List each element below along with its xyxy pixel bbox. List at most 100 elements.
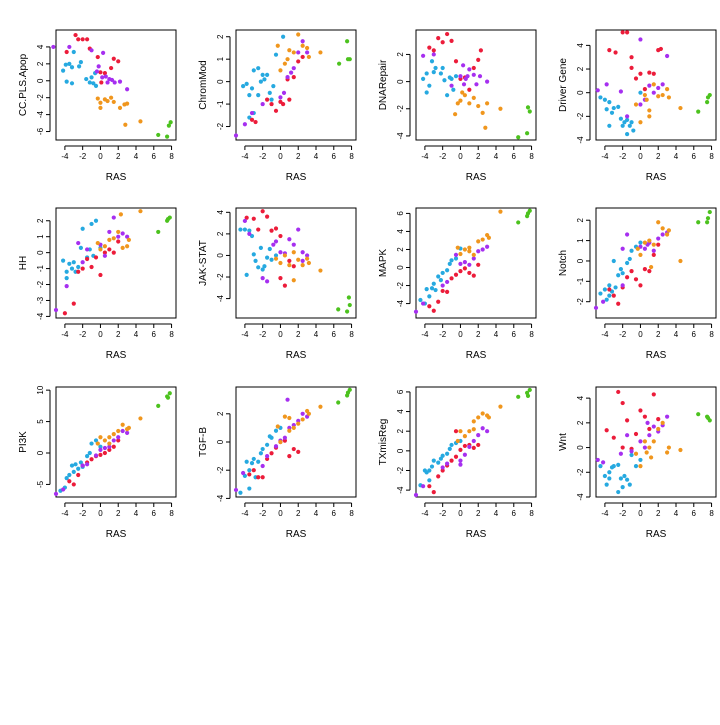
y-tick-label: -3	[36, 296, 45, 304]
scatter-point	[89, 457, 94, 462]
scatter-point	[602, 97, 607, 102]
scatter-point	[125, 234, 130, 239]
x-tick-label: 2	[116, 152, 121, 161]
scatter-point	[458, 462, 463, 467]
scatter-point	[431, 69, 436, 75]
scatter-point	[642, 240, 647, 245]
scatter-point	[291, 242, 296, 247]
scatter-point	[638, 283, 643, 288]
scatter-point	[647, 445, 652, 450]
scatter-point	[281, 90, 287, 95]
scatter-point	[116, 229, 121, 235]
y-axis-title: PI3K	[18, 431, 29, 453]
scatter-panel: -4 -2 0 2 4 6 8 -4 -2 0 2 4 RAS Driver Gene	[558, 29, 717, 183]
scatter-point	[291, 66, 296, 71]
y-axis-title: JAK-STAT	[198, 240, 209, 286]
scatter-point	[656, 236, 661, 241]
scatter-point	[431, 48, 436, 53]
y-tick-label: 2	[216, 411, 225, 416]
scatter-point	[269, 228, 274, 233]
scatter-panel: -4 -2 0 2 4 6 8 -6 -4 -2 0 2 4 RAS CC.PLS.Apop	[18, 29, 177, 183]
y-tick-label: -1	[216, 100, 225, 108]
scatter-point	[462, 452, 467, 457]
y-tick-label: 0	[396, 265, 405, 270]
scatter-point	[120, 428, 125, 434]
scatter-point	[296, 59, 301, 64]
scatter-point	[635, 246, 640, 251]
scatter-point	[291, 446, 296, 452]
scatter-point	[433, 287, 438, 293]
scatter-point	[109, 77, 115, 83]
scatter-point	[449, 38, 454, 43]
x-tick-label: 6	[512, 509, 517, 518]
scatter-point	[241, 470, 246, 476]
scatter-point	[660, 232, 665, 237]
y-tick-label: 10	[36, 385, 45, 394]
scatter-point	[102, 71, 107, 76]
x-tick-label: -4	[241, 509, 249, 518]
x-tick-label: 0	[278, 330, 283, 339]
scatter-point	[71, 469, 76, 474]
scatter-point	[467, 249, 472, 254]
scatter-point	[111, 250, 116, 255]
x-tick-label: 2	[476, 509, 481, 518]
scatter-point	[476, 103, 481, 109]
scatter-point	[460, 90, 465, 95]
scatter-point	[166, 123, 171, 128]
y-tick-label: -2	[216, 273, 225, 281]
scatter-point	[440, 468, 445, 473]
scatter-point	[647, 238, 652, 243]
scatter-point	[431, 489, 436, 495]
scatter-point	[421, 76, 426, 81]
scatter-point	[477, 74, 483, 79]
scatter-point	[642, 439, 647, 444]
scatter-point	[242, 218, 247, 224]
scatter-point	[67, 61, 72, 66]
scatter-point	[666, 95, 671, 100]
scatter-point	[476, 239, 481, 244]
scatter-point	[651, 252, 656, 257]
plot-frame	[55, 29, 177, 141]
scatter-point	[625, 114, 630, 119]
scatter-point	[111, 438, 116, 443]
scatter-point	[287, 48, 292, 53]
scatter-point	[604, 107, 609, 112]
scatter-point	[431, 308, 436, 313]
y-axis-title: MAPK	[378, 249, 389, 278]
scatter-point	[300, 263, 305, 268]
scatter-point	[465, 74, 470, 79]
y-tick-label: 1	[36, 234, 45, 239]
scatter-point	[269, 101, 274, 107]
scatter-point	[638, 120, 643, 125]
scatter-panel: -4 -2 0 2 4 6 8 -4 -2 0 2 RAS TGF-B	[198, 386, 357, 540]
scatter-point	[291, 425, 296, 430]
scatter-point	[282, 414, 287, 419]
scatter-point	[336, 400, 341, 405]
scatter-point	[633, 464, 639, 469]
y-axis-title: TGF-B	[198, 427, 209, 457]
scatter-point	[625, 260, 630, 266]
scatter-point	[233, 133, 239, 138]
scatter-point	[278, 275, 283, 281]
scatter-point	[107, 447, 112, 452]
scatter-point	[638, 457, 643, 463]
scatter-point	[107, 435, 112, 440]
scatter-point	[244, 459, 249, 464]
x-tick-label: 6	[512, 330, 517, 339]
y-tick-label: -2	[36, 280, 45, 288]
scatter-point	[165, 134, 170, 139]
scatter-point	[116, 428, 121, 434]
x-tick-label: 2	[116, 509, 121, 518]
scatter-point	[77, 64, 82, 69]
scatter-point	[678, 447, 683, 453]
scatter-point	[244, 272, 249, 277]
scatter-point	[604, 82, 609, 87]
scatter-point	[427, 468, 432, 473]
scatter-point	[438, 71, 443, 76]
scatter-point	[458, 269, 463, 274]
scatter-point	[71, 260, 76, 265]
scatter-point	[260, 209, 265, 214]
scatter-point	[99, 80, 104, 85]
scatter-point	[593, 305, 599, 310]
scatter-point	[458, 98, 463, 103]
